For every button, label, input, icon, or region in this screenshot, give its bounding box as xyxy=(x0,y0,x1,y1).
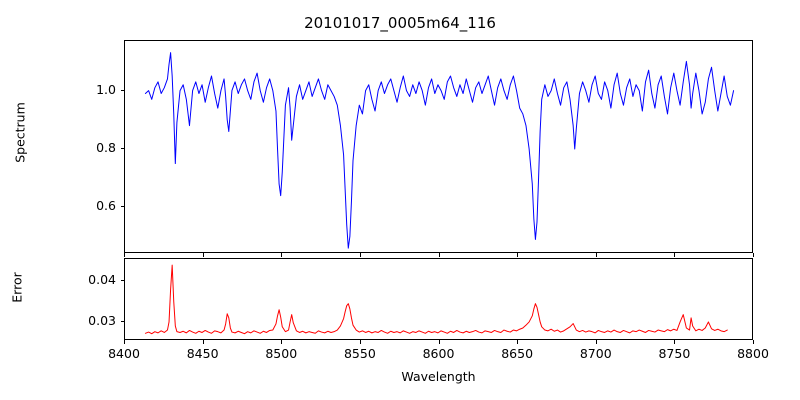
x-tick-mark xyxy=(202,340,204,344)
x-axis-label: Wavelength xyxy=(401,369,476,384)
x-tick-mark xyxy=(517,340,519,344)
x-tick-mark xyxy=(124,340,125,344)
x-tick-mark xyxy=(281,340,283,344)
y-tick-label: 0.6 xyxy=(96,198,116,214)
y-tick-mark xyxy=(120,320,124,322)
x-tick-mark xyxy=(674,253,676,257)
x-tick-mark xyxy=(753,340,754,344)
x-tick-mark xyxy=(595,253,597,257)
x-tick-label: 8450 xyxy=(186,346,219,361)
x-tick-mark xyxy=(124,253,125,257)
error-plot-area xyxy=(124,258,753,340)
y-tick-label: 0.8 xyxy=(96,139,116,155)
x-tick-mark xyxy=(595,340,597,344)
spectrum-plot-area xyxy=(124,40,753,253)
y-tick-mark xyxy=(120,280,124,282)
x-tick-mark xyxy=(438,253,440,257)
error-y-axis-label: Error xyxy=(9,272,25,303)
x-tick-mark xyxy=(359,340,361,344)
y-tick-mark xyxy=(120,206,124,208)
spectrum-series-svg xyxy=(144,52,735,249)
y-tick-mark xyxy=(120,89,124,91)
x-tick-mark xyxy=(281,253,283,257)
x-tick-mark xyxy=(438,340,440,344)
x-tick-label: 8500 xyxy=(265,346,298,361)
figure-title: 20101017_0005m64_116 xyxy=(304,14,496,32)
y-tick-label: 1.0 xyxy=(96,81,116,97)
x-tick-mark xyxy=(202,253,204,257)
x-tick-mark xyxy=(517,253,519,257)
spectrum-line xyxy=(144,52,735,249)
spectrum-y-axis-label: Spectrum xyxy=(12,102,28,163)
x-tick-label: 8600 xyxy=(422,346,455,361)
y-tick-label: 0.03 xyxy=(88,312,116,328)
x-tick-label: 8750 xyxy=(658,346,691,361)
x-tick-label: 8400 xyxy=(108,346,140,361)
error-line xyxy=(144,264,728,335)
x-tick-label: 8550 xyxy=(343,346,376,361)
x-tick-mark xyxy=(674,340,676,344)
x-tick-label: 8650 xyxy=(501,346,534,361)
x-tick-label: 8800 xyxy=(737,346,769,361)
y-tick-mark xyxy=(120,147,124,149)
x-tick-label: 8700 xyxy=(579,346,612,361)
x-tick-mark xyxy=(359,253,361,257)
x-tick-mark xyxy=(753,253,754,257)
error-series-svg xyxy=(144,264,728,335)
y-tick-label: 0.04 xyxy=(88,272,116,288)
